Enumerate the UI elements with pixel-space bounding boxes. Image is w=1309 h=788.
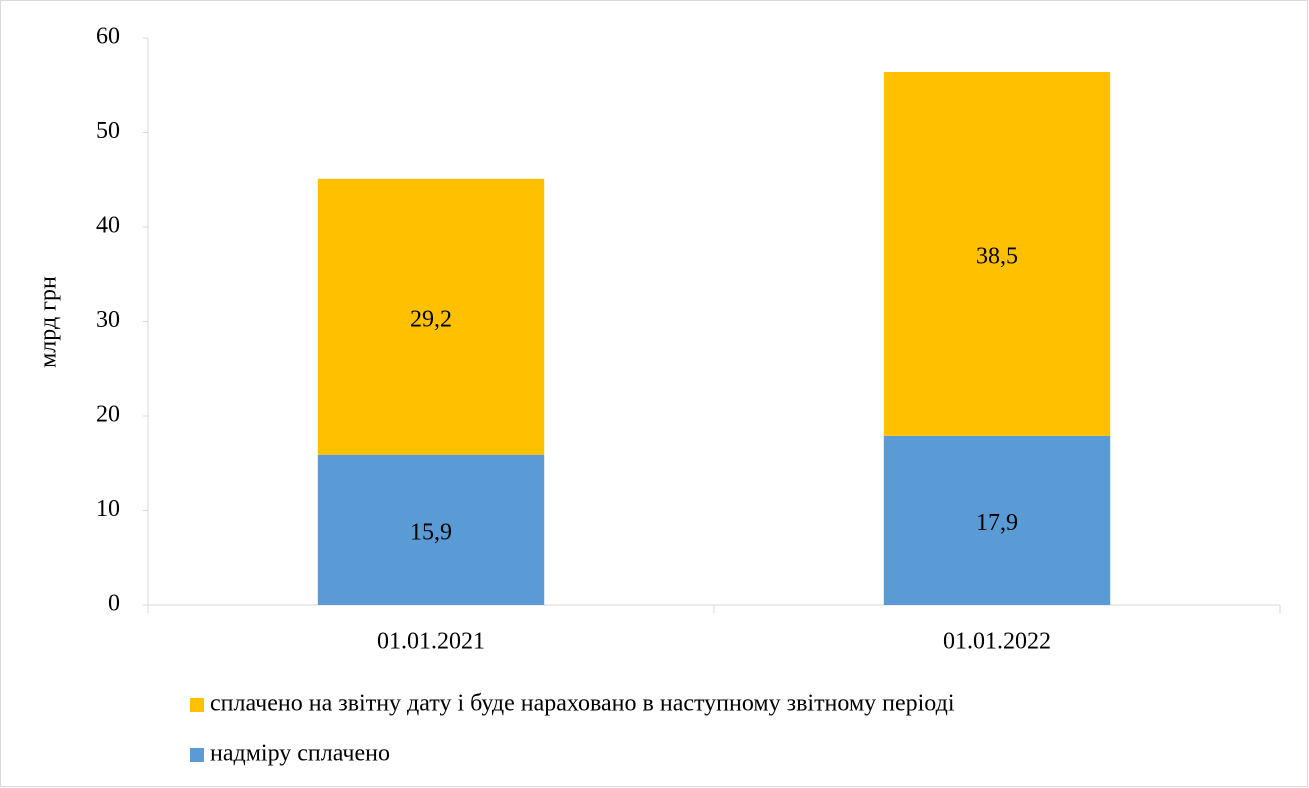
x-tick-label: 01.01.2022 bbox=[943, 629, 1051, 655]
y-tick-label: 20 bbox=[96, 402, 120, 428]
bar-segment bbox=[883, 72, 1111, 436]
bar-segment bbox=[317, 454, 545, 605]
y-tick-label: 40 bbox=[96, 213, 120, 239]
y-tick-label: 0 bbox=[108, 591, 120, 617]
y-tick-label: 30 bbox=[96, 307, 120, 333]
data-label: 29,2 bbox=[410, 306, 452, 332]
y-axis-label: млрд грн bbox=[36, 276, 62, 368]
bar-segment bbox=[317, 178, 545, 455]
bar-segment bbox=[883, 435, 1111, 605]
legend-label: надміру сплачено bbox=[210, 741, 390, 767]
legend-swatch bbox=[190, 748, 204, 762]
y-tick-label: 50 bbox=[96, 118, 120, 144]
data-label: 15,9 bbox=[410, 519, 452, 545]
data-label: 38,5 bbox=[976, 243, 1018, 269]
legend-swatch bbox=[190, 698, 204, 712]
y-tick-label: 60 bbox=[96, 24, 120, 50]
y-tick-label: 10 bbox=[96, 496, 120, 522]
legend-label: сплачено на звітну дату і буде нарахован… bbox=[210, 691, 955, 717]
x-tick-label: 01.01.2021 bbox=[377, 629, 485, 655]
data-label: 17,9 bbox=[976, 510, 1018, 536]
